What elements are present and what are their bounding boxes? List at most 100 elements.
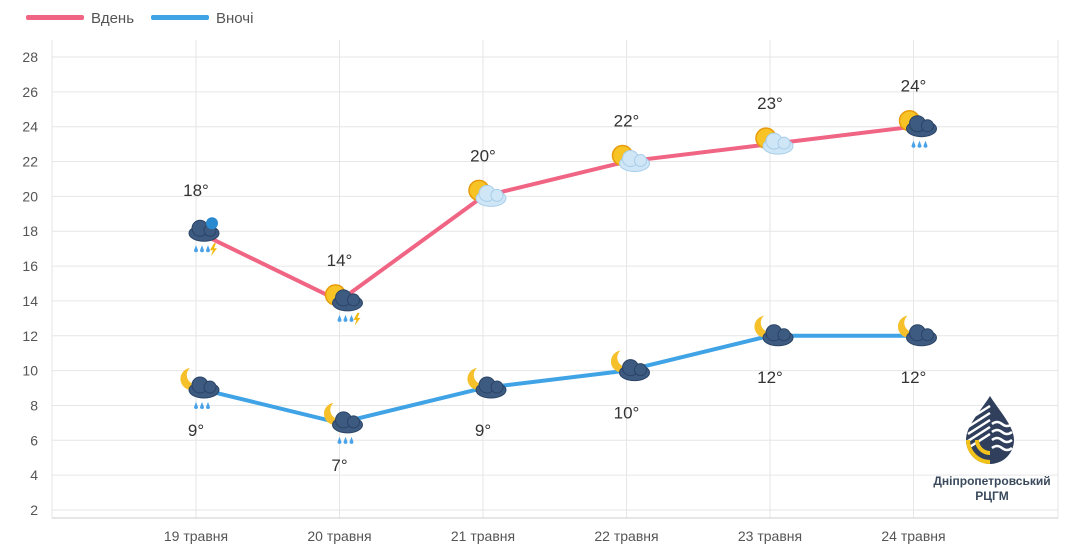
cloud-icon — [332, 289, 363, 312]
series-line-night — [195, 333, 914, 425]
cloud-icon — [906, 115, 937, 138]
logo-text: Дніпропетровський РЦГМ — [912, 474, 1072, 504]
rain-drop-icon — [200, 245, 204, 253]
cloud-part — [921, 328, 934, 342]
y-tick-label: 28 — [22, 49, 38, 65]
logo-wave — [991, 444, 1013, 452]
y-tick-label: 26 — [22, 84, 38, 100]
x-tick-label: 23 травня — [738, 528, 802, 544]
data-label: 7° — [331, 456, 347, 475]
rain-drop-icon — [343, 314, 348, 322]
data-label: 10° — [614, 404, 640, 423]
cloud-icon — [762, 132, 794, 155]
data-label: 14° — [327, 251, 353, 270]
rain-drop-icon — [337, 436, 342, 444]
weather-icon-thunderstorm-rain — [188, 217, 220, 257]
y-tick-label: 20 — [22, 188, 38, 204]
rain-drop-icon — [923, 140, 928, 148]
y-tick-label: 14 — [22, 293, 38, 309]
x-tick-label: 24 травня — [881, 528, 945, 544]
data-label: 24° — [901, 77, 927, 96]
cloud-icon — [906, 324, 937, 347]
cloud-part — [347, 293, 360, 307]
logo-stripe — [967, 411, 991, 429]
cloud-icon — [475, 184, 507, 207]
legend-swatch — [151, 15, 209, 20]
rain-drop-icon — [200, 402, 204, 410]
data-label: 20° — [470, 146, 496, 165]
data-label: 9° — [475, 421, 491, 440]
rain-drop-icon — [206, 402, 210, 410]
y-tick-label: 12 — [22, 328, 38, 344]
lightning-icon — [353, 312, 361, 326]
data-label: 12° — [757, 368, 783, 387]
y-tick-label: 2 — [30, 502, 38, 518]
y-tick-label: 22 — [22, 154, 38, 170]
data-label: 22° — [614, 112, 640, 131]
weather-icon-moon-cloud-rain — [180, 368, 220, 410]
logo-stripe — [967, 404, 991, 422]
x-tick-label: 19 травня — [164, 528, 228, 544]
x-tick-label: 20 травня — [307, 528, 371, 544]
weather-icon-sun-cloud — [611, 144, 650, 173]
logo-line1: Дніпропетровський — [933, 474, 1051, 488]
x-tick-label: 21 травня — [451, 528, 515, 544]
cloud-part — [490, 380, 504, 394]
weather-icon-sun-cloud — [755, 127, 794, 155]
weather-icon-sun-cloud — [468, 179, 507, 207]
logo-arc — [966, 439, 991, 464]
rain-drop-icon — [206, 245, 210, 253]
logo-stripe — [967, 425, 991, 443]
cloud-part — [206, 217, 218, 230]
weather-icon-moon-cloud-rain — [323, 402, 363, 444]
rain-drop-icon — [194, 245, 198, 253]
cloud-part — [347, 415, 360, 429]
y-tick-label: 16 — [22, 258, 38, 274]
rain-drop-icon — [349, 314, 354, 322]
y-tick-label: 4 — [30, 467, 38, 483]
cloud-part — [777, 136, 791, 150]
logo-arc — [975, 439, 991, 455]
series-line-day — [195, 124, 914, 303]
cloud-part — [777, 328, 791, 342]
logo-line2: РЦГМ — [975, 489, 1009, 503]
logo-wave — [991, 420, 1013, 428]
rain-drop-icon — [343, 436, 348, 444]
logo-wave — [991, 428, 1013, 436]
cloud-part — [921, 119, 934, 133]
cloud-icon — [332, 411, 363, 434]
weather-icon-moon-cloud — [897, 315, 937, 347]
x-tick-label: 22 травня — [594, 528, 658, 544]
rain-drop-icon — [911, 140, 916, 148]
y-tick-label: 8 — [30, 397, 38, 413]
data-label: 23° — [757, 94, 783, 113]
rain-drop-icon — [349, 436, 354, 444]
cloud-icon — [188, 217, 220, 242]
legend-label: Вдень — [91, 10, 134, 27]
cloud-part — [203, 380, 217, 394]
lightning-icon — [210, 243, 217, 257]
y-tick-label: 18 — [22, 223, 38, 239]
y-tick-label: 10 — [22, 363, 38, 379]
weather-icon-sun-cloud-rain-thunder — [324, 284, 363, 326]
rain-drop-icon — [917, 140, 922, 148]
cloud-icon — [475, 376, 507, 399]
weather-icon-moon-cloud — [754, 315, 794, 347]
data-label: 12° — [901, 368, 927, 387]
cloud-part — [634, 363, 647, 377]
weather-icon-moon-cloud — [610, 350, 650, 382]
rain-drop-icon — [194, 402, 198, 410]
cloud-icon — [188, 376, 220, 399]
logo-wave — [991, 436, 1013, 444]
cloud-icon — [619, 150, 650, 173]
data-label: 9° — [188, 421, 204, 440]
logo-icon — [966, 396, 1014, 464]
y-tick-label: 24 — [22, 119, 38, 135]
cloud-part — [634, 154, 647, 168]
rain-drop-icon — [337, 314, 342, 322]
y-tick-label: 6 — [30, 432, 38, 448]
weather-icon-sun-cloud-rain — [898, 109, 937, 148]
weather-icon-moon-cloud — [467, 368, 507, 399]
data-label: 18° — [183, 181, 209, 200]
logo-stripe — [967, 418, 991, 436]
